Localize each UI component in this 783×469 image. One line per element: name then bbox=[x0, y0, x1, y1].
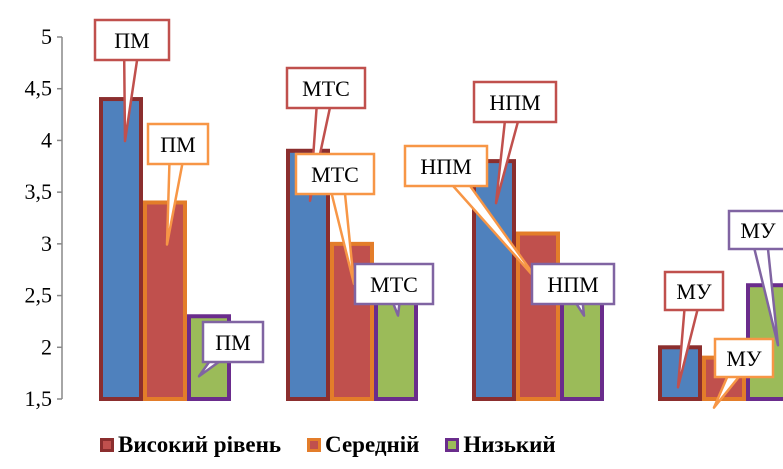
y-tick-label: 3,5 bbox=[25, 179, 53, 204]
y-tick-label: 4 bbox=[41, 127, 52, 152]
callout-box bbox=[294, 152, 376, 196]
callout-label: НПМ bbox=[420, 154, 471, 179]
y-tick-label: 4,5 bbox=[25, 76, 53, 101]
y-tick-label: 2 bbox=[41, 334, 52, 359]
legend-item-medium: Середній bbox=[307, 432, 419, 458]
callout-box bbox=[146, 122, 210, 166]
y-tick-label: 2,5 bbox=[25, 283, 53, 308]
callout-label: ПМ bbox=[215, 330, 250, 355]
callout-box bbox=[530, 262, 616, 306]
callout-label: МТС bbox=[311, 162, 359, 187]
callout-label: МУ bbox=[740, 218, 776, 243]
callout-label: МУ bbox=[676, 279, 712, 304]
bar bbox=[472, 159, 516, 401]
y-axis: 5 4,5 4 3,5 3 2,5 2 1,5 bbox=[25, 24, 63, 411]
callout-box bbox=[353, 262, 435, 306]
callout-label: ПМ bbox=[114, 28, 149, 53]
legend-label-low: Низький bbox=[463, 432, 556, 457]
callout-box bbox=[472, 80, 558, 124]
callout-box bbox=[727, 209, 783, 251]
callout-label: МТС bbox=[370, 272, 418, 297]
callout-label: МУ bbox=[726, 346, 762, 371]
y-tick-label: 3 bbox=[41, 231, 52, 256]
callout-label: НПМ bbox=[489, 90, 540, 115]
bars bbox=[99, 97, 783, 402]
bar-chart: 5 4,5 4 3,5 3 2,5 2 1,5 ПМ МТС НПМ МУ ПМ МТС НПМ МУ ПМ М… bbox=[25, 18, 783, 411]
callout-box bbox=[285, 66, 367, 110]
legend-swatch-low bbox=[445, 438, 460, 452]
callout-box bbox=[713, 337, 775, 379]
callout-label: ПМ bbox=[160, 132, 195, 157]
callout-box bbox=[201, 320, 265, 364]
y-tick-label: 1,5 bbox=[25, 386, 53, 411]
data-callouts: ПМ МТС НПМ МУ ПМ МТС НПМ МУ ПМ МТС НПМ МУ bbox=[93, 18, 783, 409]
callout-box bbox=[403, 144, 489, 188]
callout-box bbox=[93, 18, 171, 62]
y-tick-label: 5 bbox=[41, 24, 52, 49]
callout-box bbox=[663, 270, 725, 312]
legend-item-high: Високий рівень bbox=[100, 432, 281, 458]
callout-label: НПМ bbox=[547, 272, 598, 297]
legend-item-low: Низький bbox=[445, 432, 556, 458]
legend: Високий рівень Середній Низький bbox=[100, 428, 556, 462]
bar bbox=[99, 97, 143, 402]
legend-swatch-medium bbox=[307, 438, 322, 452]
callout-label: МТС bbox=[302, 76, 350, 101]
legend-label-medium: Середній bbox=[325, 432, 420, 457]
legend-swatch-high bbox=[100, 438, 114, 452]
bar bbox=[143, 200, 187, 401]
legend-label-high: Високий рівень bbox=[118, 432, 282, 457]
bar bbox=[516, 231, 560, 401]
